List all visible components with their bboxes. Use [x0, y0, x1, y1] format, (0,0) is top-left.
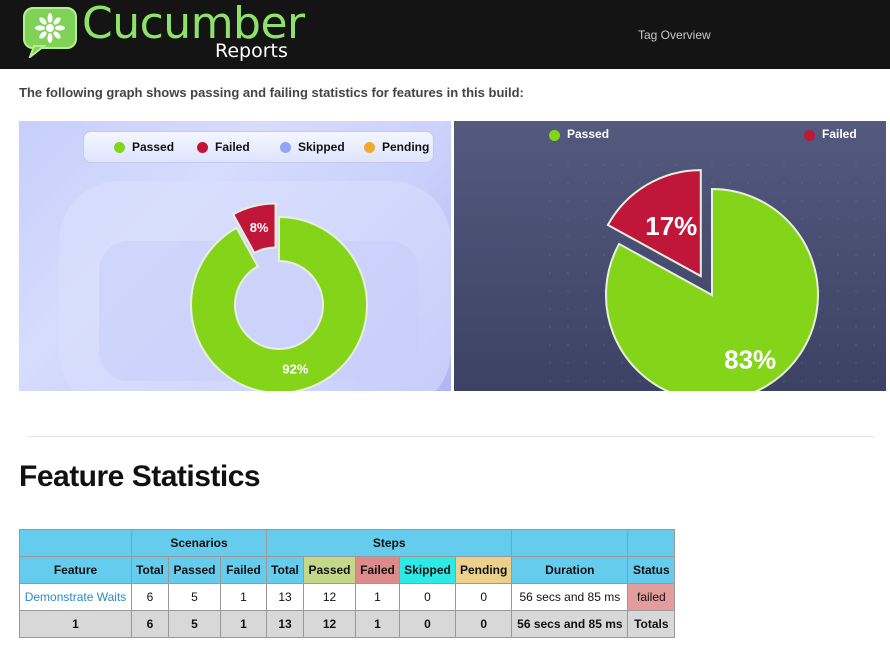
- cell-duration: 56 secs and 85 ms: [511, 583, 629, 611]
- pie-slice-failed: [606, 169, 702, 278]
- header-blank: [511, 529, 629, 557]
- header-steps-total: Total: [266, 556, 304, 584]
- total-feature-count: 1: [19, 610, 132, 638]
- feature-donut-chart: 8% 92% Passed Failed Skipped Pending: [19, 121, 451, 391]
- header-steps-skipped: Skipped: [399, 556, 456, 584]
- table-header-row: Feature Total Passed Failed Total Passed…: [19, 556, 676, 584]
- total-scenarios-passed: 5: [168, 610, 221, 638]
- nav-link-tag-overview[interactable]: Tag Overview: [638, 28, 711, 42]
- legend2-failed-label: Failed: [822, 127, 857, 141]
- cucumber-logo-icon: [23, 7, 77, 58]
- header-duration: Duration: [511, 556, 629, 584]
- header-feature: Feature: [19, 556, 132, 584]
- table-row: Demonstrate Waits 6 5 1 13 12 1 0 0 56 s…: [19, 583, 676, 611]
- legend-passed-label: Passed: [132, 140, 175, 154]
- table-group-header-row: Scenarios Steps: [19, 529, 676, 557]
- header-scenarios-total: Total: [131, 556, 169, 584]
- total-steps-skipped: 0: [399, 610, 456, 638]
- slice-label-passed: 92%: [282, 361, 308, 376]
- total-steps-passed: 12: [303, 610, 356, 638]
- donut-chart-svg: 8% 92%: [59, 181, 451, 391]
- total-scenarios-failed: 1: [220, 610, 267, 638]
- header-scenarios-failed: Failed: [220, 556, 267, 584]
- total-scenarios-total: 6: [131, 610, 169, 638]
- pie-slice-passed: [190, 215, 368, 391]
- legend-pending-swatch: [364, 142, 375, 153]
- header-status: Status: [627, 556, 676, 584]
- cell-steps-total: 13: [266, 583, 304, 611]
- section-divider: [28, 436, 874, 437]
- pie-chart-svg: 17% 83%: [549, 164, 875, 391]
- slice-label-failed: 8%: [250, 220, 269, 235]
- feature-statistics-table: Scenarios Steps Feature Total Passed Fai…: [19, 529, 676, 638]
- header-blank: [627, 529, 676, 557]
- status-badge: failed: [627, 583, 676, 611]
- legend2-failed-swatch: [804, 130, 815, 141]
- slice-label-failed: 17%: [645, 211, 697, 241]
- cell-scenarios-passed: 5: [168, 583, 221, 611]
- cell-steps-skipped: 0: [399, 583, 456, 611]
- intro-text: The following graph shows passing and fa…: [19, 85, 524, 100]
- legend-skipped-swatch: [280, 142, 291, 153]
- legend-passed-swatch: [114, 142, 125, 153]
- pie-slice-failed: [231, 202, 277, 255]
- totals-label: Totals: [627, 610, 676, 638]
- slice-label-passed: 83%: [724, 345, 776, 375]
- pie-slice-passed: [605, 187, 819, 391]
- cell-steps-passed: 12: [303, 583, 356, 611]
- header-steps-failed: Failed: [355, 556, 400, 584]
- header-scenarios: Scenarios: [131, 529, 267, 557]
- header-bar: Cucumber Reports Tag Overview: [0, 0, 890, 69]
- feature-link[interactable]: Demonstrate Waits: [19, 583, 132, 611]
- total-steps-total: 13: [266, 610, 304, 638]
- cell-scenarios-total: 6: [131, 583, 169, 611]
- legend2-passed-label: Passed: [567, 127, 610, 141]
- logo-title: Cucumber: [82, 0, 305, 49]
- scenario-pie-chart: 17% 83% Passed Failed: [454, 121, 886, 391]
- header-blank: [19, 529, 132, 557]
- cell-steps-pending: 0: [454, 583, 513, 611]
- cell-scenarios-failed: 1: [220, 583, 267, 611]
- header-steps: Steps: [265, 529, 513, 557]
- header-scenarios-passed: Passed: [168, 556, 221, 584]
- section-title: Feature Statistics: [19, 460, 261, 493]
- total-steps-pending: 0: [454, 610, 513, 638]
- total-duration: 56 secs and 85 ms: [511, 610, 629, 638]
- logo-subtitle: Reports: [215, 40, 288, 62]
- total-steps-failed: 1: [355, 610, 400, 638]
- header-steps-passed: Passed: [303, 556, 356, 584]
- header-steps-pending: Pending: [454, 556, 513, 584]
- legend-pending-label: Pending: [382, 140, 430, 154]
- chart-legend: Passed Failed Skipped Pending: [83, 131, 434, 163]
- legend2-passed-swatch: [549, 130, 560, 141]
- cell-steps-failed: 1: [355, 583, 400, 611]
- legend-failed-label: Failed: [215, 140, 250, 154]
- legend-failed-swatch: [197, 142, 208, 153]
- totals-row: 1 6 5 1 13 12 1 0 0 56 secs and 85 ms To…: [19, 610, 676, 638]
- legend-skipped-label: Skipped: [298, 140, 345, 154]
